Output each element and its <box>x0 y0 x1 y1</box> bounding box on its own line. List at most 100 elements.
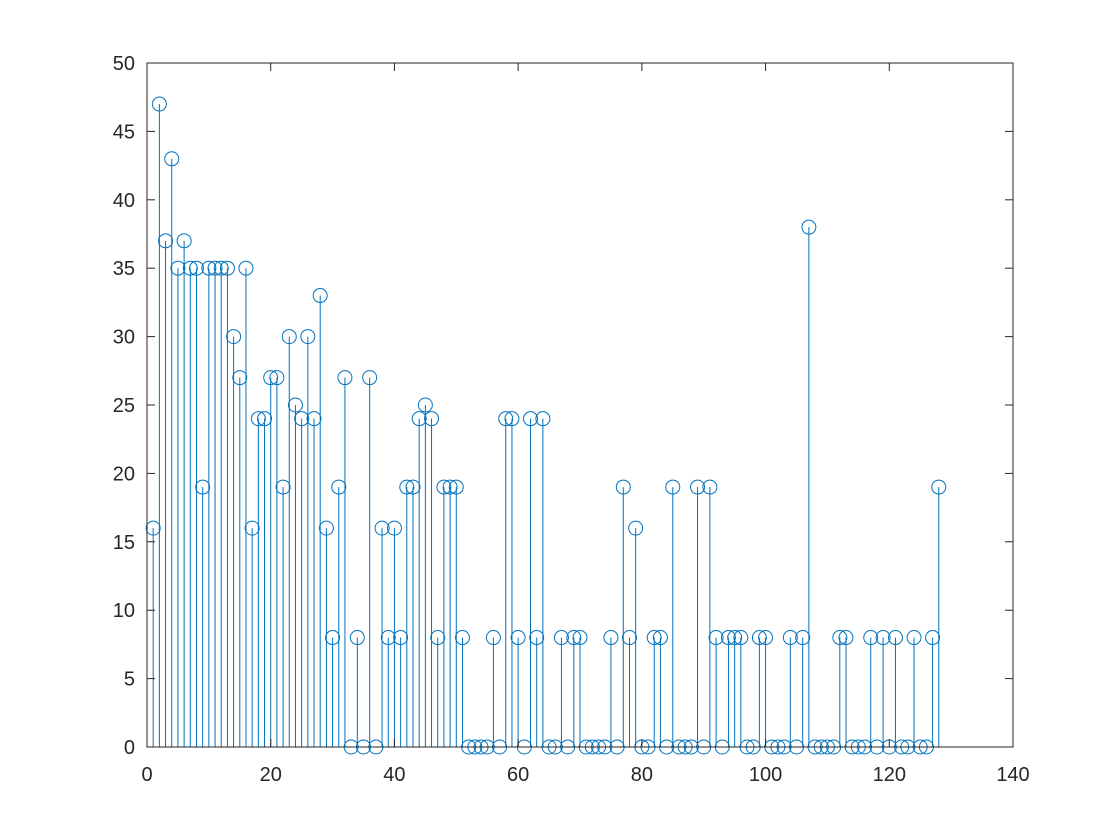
y-tick-label: 50 <box>113 53 135 75</box>
stem-point <box>733 630 749 747</box>
x-tick-label: 0 <box>141 764 152 786</box>
stem-point <box>405 479 421 747</box>
stem-point <box>504 411 520 747</box>
stem-point <box>386 520 402 747</box>
stem-point <box>145 520 161 747</box>
y-tick-label: 10 <box>113 600 135 622</box>
stem-marker <box>603 630 619 646</box>
stem-marker <box>318 520 334 536</box>
stem-marker <box>244 520 260 536</box>
stem-marker <box>523 411 539 427</box>
stem-marker <box>758 630 774 646</box>
stem-marker <box>485 630 501 646</box>
stem-marker <box>795 630 811 646</box>
stem-marker <box>424 411 440 427</box>
stem-marker <box>145 520 161 536</box>
stem-marker <box>498 411 514 427</box>
stem-marker <box>269 370 285 386</box>
stem-point <box>566 630 582 747</box>
stem-point <box>213 260 229 747</box>
stem-marker <box>448 479 464 495</box>
stem-marker <box>411 411 427 427</box>
x-tick-label: 20 <box>260 764 282 786</box>
stem-marker <box>751 630 767 646</box>
stem-point <box>690 479 706 747</box>
stem-point <box>219 260 235 747</box>
x-tick-label: 60 <box>507 764 529 786</box>
stem-point <box>795 630 811 747</box>
stem-point <box>349 630 365 747</box>
x-tick-label: 100 <box>749 764 782 786</box>
y-tick-label: 45 <box>113 121 135 143</box>
stem-point <box>393 630 409 747</box>
stem-point <box>485 630 501 747</box>
stem-point <box>931 479 947 747</box>
stem-point <box>417 397 433 747</box>
stem-point <box>325 630 341 747</box>
stem-marker <box>925 630 941 646</box>
stem-point <box>380 630 396 747</box>
stem-marker <box>529 630 545 646</box>
stem-point <box>720 630 736 747</box>
stem-point <box>751 630 767 747</box>
stem-point <box>158 233 174 747</box>
stem-point <box>275 479 291 747</box>
x-tick-label: 120 <box>873 764 906 786</box>
stem-point <box>312 288 328 747</box>
stem-point <box>263 370 279 747</box>
stem-marker <box>430 630 446 646</box>
stem-marker <box>294 411 310 427</box>
stem-marker <box>399 479 415 495</box>
stem-marker <box>386 520 402 536</box>
stem-marker <box>615 479 631 495</box>
stem-point <box>281 329 297 747</box>
y-tick-label: 5 <box>124 669 135 691</box>
stem-marker <box>863 630 879 646</box>
stem-marker <box>566 630 582 646</box>
stem-point <box>182 260 198 747</box>
stem-marker <box>250 411 266 427</box>
stem-point <box>430 630 446 747</box>
y-tick-label: 0 <box>124 737 135 759</box>
stem-marker <box>702 479 718 495</box>
stem-point <box>553 630 569 747</box>
stem-marker <box>417 397 433 413</box>
stem-marker <box>708 630 724 646</box>
stem-point <box>665 479 681 747</box>
stem-point <box>331 479 347 747</box>
stem-marker <box>510 630 526 646</box>
stem-point <box>832 630 848 747</box>
stem-marker <box>349 630 365 646</box>
stem-marker <box>535 411 551 427</box>
stem-point <box>164 151 180 747</box>
stem-marker <box>151 96 167 112</box>
stem-marker <box>801 219 817 235</box>
stem-point <box>238 260 254 747</box>
stem-marker <box>652 630 668 646</box>
stem-point <box>436 479 452 747</box>
stem-marker <box>170 260 186 276</box>
stem-marker <box>393 630 409 646</box>
stem-point <box>572 630 588 747</box>
stem-marker <box>213 260 229 276</box>
stem-marker <box>838 630 854 646</box>
stem-point <box>758 630 774 747</box>
stem-marker <box>275 479 291 495</box>
stem-marker <box>306 411 322 427</box>
stem-point <box>250 411 266 747</box>
y-axis-ticks: 0 5 10 15 20 25 30 35 40 45 50 <box>113 53 1013 759</box>
stem-point <box>615 479 631 747</box>
stem-marker <box>362 370 378 386</box>
stem-marker <box>188 260 204 276</box>
stem-marker <box>219 260 235 276</box>
stem-point <box>887 630 903 747</box>
stem-marker <box>195 479 211 495</box>
stem-point <box>708 630 724 747</box>
stem-point <box>207 260 223 747</box>
stem-point <box>442 479 458 747</box>
stem-marker <box>374 520 390 536</box>
stem-marker <box>164 151 180 167</box>
stem-point <box>337 370 353 747</box>
stem-marker <box>287 397 303 413</box>
